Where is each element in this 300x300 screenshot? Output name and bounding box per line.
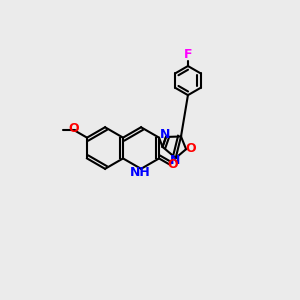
- Text: O: O: [68, 122, 79, 135]
- Text: O: O: [186, 142, 196, 155]
- Text: NH: NH: [130, 166, 150, 179]
- Text: N: N: [170, 154, 180, 167]
- Text: O: O: [167, 158, 178, 171]
- Text: N: N: [160, 128, 170, 141]
- Text: F: F: [184, 48, 192, 62]
